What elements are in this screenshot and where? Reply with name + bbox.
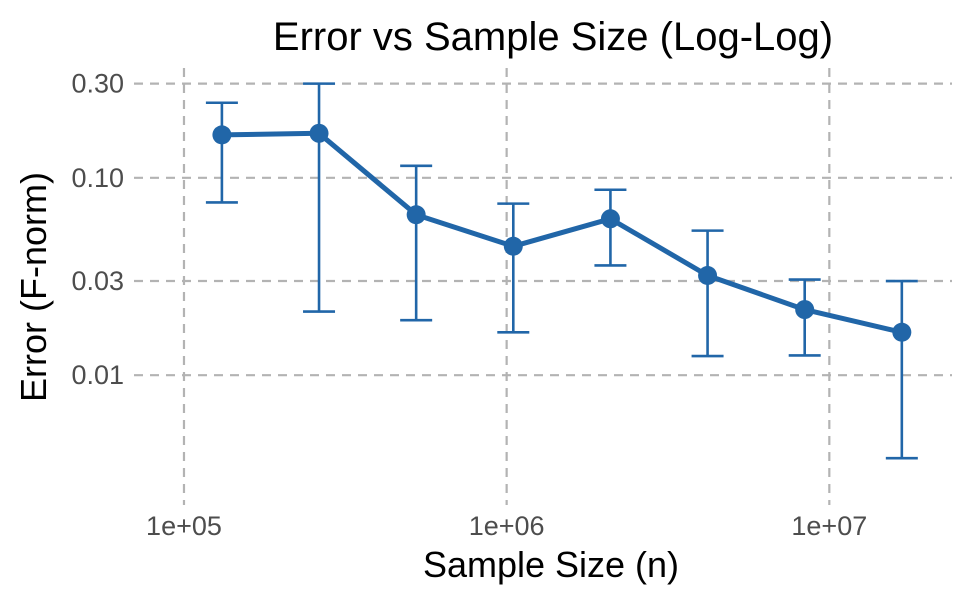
x-tick-label: 1e+07	[791, 511, 867, 541]
data-point	[698, 265, 718, 285]
y-tick-label: 0.30	[71, 69, 124, 99]
data-point	[600, 209, 620, 229]
series-line	[219, 130, 905, 335]
y-tick-label: 0.10	[71, 163, 124, 193]
data-points	[212, 123, 912, 342]
grid	[134, 68, 952, 505]
x-axis-ticks: 1e+05 1e+06 1e+07	[146, 511, 867, 541]
data-point	[406, 205, 426, 225]
y-axis-label: Error (F-norm)	[13, 172, 54, 402]
error-bar	[205, 101, 238, 204]
error-bar	[691, 229, 724, 358]
error-bar	[303, 82, 336, 313]
error-bar	[497, 202, 530, 334]
data-point	[503, 236, 523, 256]
data-point	[309, 123, 329, 143]
x-tick-label: 1e+05	[146, 511, 222, 541]
data-point	[795, 300, 815, 320]
y-tick-label: 0.03	[71, 266, 124, 296]
error-bar	[400, 164, 433, 322]
y-tick-label: 0.01	[71, 360, 124, 390]
data-point	[892, 322, 912, 342]
x-axis-label: Sample Size (n)	[423, 544, 679, 585]
error-bars	[205, 82, 918, 460]
chart-title: Error vs Sample Size (Log-Log)	[273, 15, 833, 59]
error-bar	[885, 279, 918, 460]
y-axis-ticks: 0.30 0.10 0.03 0.01	[71, 69, 124, 391]
data-point	[212, 125, 232, 145]
x-tick-label: 1e+06	[469, 511, 545, 541]
series-lines	[219, 130, 905, 335]
